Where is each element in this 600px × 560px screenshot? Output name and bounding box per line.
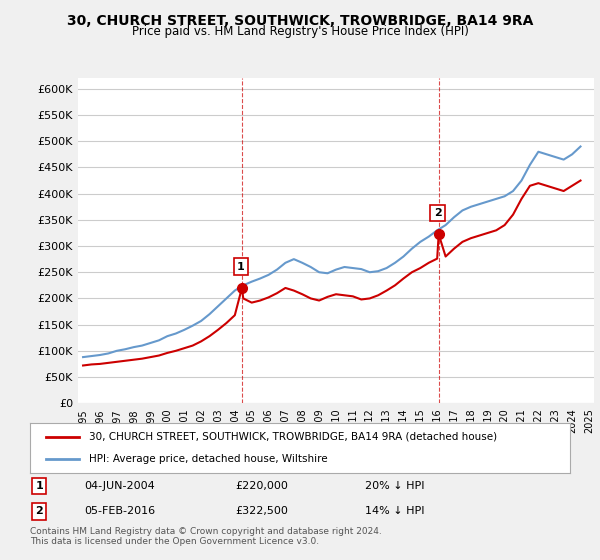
Text: 14% ↓ HPI: 14% ↓ HPI xyxy=(365,506,424,516)
Text: Contains HM Land Registry data © Crown copyright and database right 2024.
This d: Contains HM Land Registry data © Crown c… xyxy=(30,526,382,546)
Text: £220,000: £220,000 xyxy=(235,481,288,491)
Text: 1: 1 xyxy=(237,262,245,272)
Text: 04-JUN-2004: 04-JUN-2004 xyxy=(84,481,155,491)
Text: £322,500: £322,500 xyxy=(235,506,288,516)
Text: 1: 1 xyxy=(35,481,43,491)
Text: 30, CHURCH STREET, SOUTHWICK, TROWBRIDGE, BA14 9RA: 30, CHURCH STREET, SOUTHWICK, TROWBRIDGE… xyxy=(67,14,533,28)
Text: 30, CHURCH STREET, SOUTHWICK, TROWBRIDGE, BA14 9RA (detached house): 30, CHURCH STREET, SOUTHWICK, TROWBRIDGE… xyxy=(89,432,497,442)
Text: Price paid vs. HM Land Registry's House Price Index (HPI): Price paid vs. HM Land Registry's House … xyxy=(131,25,469,38)
Text: 20% ↓ HPI: 20% ↓ HPI xyxy=(365,481,424,491)
Text: 05-FEB-2016: 05-FEB-2016 xyxy=(84,506,155,516)
Text: HPI: Average price, detached house, Wiltshire: HPI: Average price, detached house, Wilt… xyxy=(89,454,328,464)
Text: 2: 2 xyxy=(35,506,43,516)
Text: 2: 2 xyxy=(434,208,442,218)
